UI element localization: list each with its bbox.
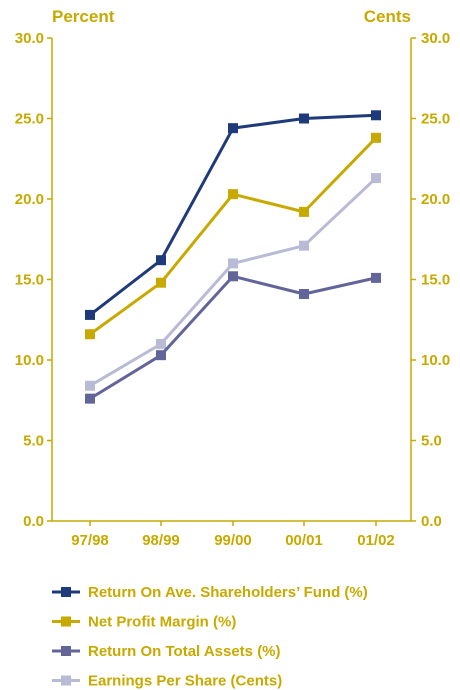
data-point — [156, 277, 166, 288]
right-y-tick-label: 10.0 — [421, 352, 450, 369]
left-y-tick-label: 5.0 — [23, 433, 44, 450]
data-point — [299, 288, 309, 299]
axes: 0.0 0.0 5.0 5.0 10.0 10.0 15.0 15.0 20.0 20.0 25.0… — [15, 30, 450, 549]
legend-label: Return On Ave. Shareholders’ Fund (%) — [88, 584, 368, 601]
right-y-tick-label: 30.0 — [421, 30, 450, 47]
left-y-tick-label: 20.0 — [15, 191, 44, 208]
x-tick-label: 00/01 — [285, 532, 323, 549]
data-point — [85, 309, 95, 320]
legend-swatch-marker — [61, 587, 71, 597]
x-tick-label: 99/00 — [214, 532, 252, 549]
series-1 — [85, 132, 381, 340]
legend: Return On Ave. Shareholders’ Fund (%) Net… — [52, 584, 368, 690]
legend-label: Return On Total Assets (%) — [88, 643, 281, 660]
legend-swatch-marker — [61, 675, 71, 686]
right-y-tick-label: 25.0 — [421, 111, 450, 128]
left-y-tick-label: 15.0 — [15, 272, 44, 289]
series-0 — [85, 110, 381, 320]
data-point — [85, 393, 95, 404]
right-y-tick-label: 20.0 — [421, 191, 450, 208]
left-y-tick-label: 0.0 — [23, 513, 44, 530]
data-point — [371, 132, 381, 143]
legend-item: Return On Ave. Shareholders’ Fund (%) — [52, 584, 368, 601]
series-line — [89, 274, 377, 400]
data-point — [299, 113, 309, 124]
data-point — [228, 271, 238, 282]
x-tick-label: 97/98 — [71, 532, 109, 549]
data-point — [85, 329, 95, 340]
data-point — [156, 255, 166, 266]
legend-swatch-marker — [61, 646, 71, 656]
left-y-tick-label: 10.0 — [15, 352, 44, 369]
data-point — [299, 240, 309, 251]
legend-item: Return On Total Assets (%) — [52, 643, 281, 660]
left-y-tick-label: 30.0 — [15, 30, 44, 47]
series-3 — [85, 173, 381, 391]
legend-item: Earnings Per Share (Cents) — [52, 673, 282, 690]
legend-item: Net Profit Margin (%) — [52, 614, 236, 631]
right-y-tick-label: 5.0 — [421, 433, 442, 450]
series-2 — [85, 271, 381, 404]
data-point — [85, 380, 95, 391]
left-axis-title: Percent — [52, 7, 115, 26]
data-point — [228, 189, 238, 200]
x-tick-label: 98/99 — [142, 532, 180, 549]
series-line — [89, 136, 378, 336]
data-point — [371, 173, 381, 184]
series-line — [89, 113, 377, 317]
data-point — [228, 258, 238, 269]
data-point — [371, 110, 381, 121]
data-point — [156, 338, 166, 349]
series-layer — [85, 110, 381, 404]
right-y-tick-label: 15.0 — [421, 272, 450, 289]
data-point — [299, 206, 309, 217]
x-tick-label: 01/02 — [357, 532, 395, 549]
left-y-tick-label: 25.0 — [15, 111, 44, 128]
legend-swatch-marker — [61, 616, 71, 627]
right-axis-title: Cents — [364, 7, 411, 26]
data-point — [228, 123, 238, 134]
legend-label: Earnings Per Share (Cents) — [88, 673, 282, 690]
legend-label: Net Profit Margin (%) — [88, 614, 236, 631]
data-point — [156, 350, 166, 361]
right-y-tick-label: 0.0 — [421, 513, 442, 530]
data-point — [371, 272, 381, 283]
